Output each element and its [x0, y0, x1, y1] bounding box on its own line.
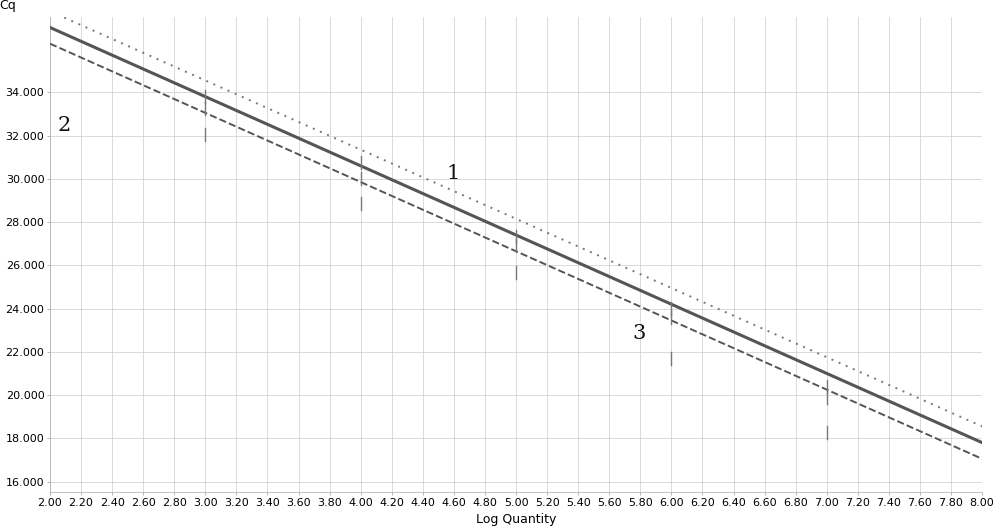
Text: 3: 3 — [633, 324, 646, 343]
X-axis label: Log Quantity: Log Quantity — [476, 513, 556, 527]
Y-axis label: Cq: Cq — [0, 0, 16, 12]
Text: 2: 2 — [58, 117, 71, 135]
Text: 1: 1 — [446, 164, 459, 183]
